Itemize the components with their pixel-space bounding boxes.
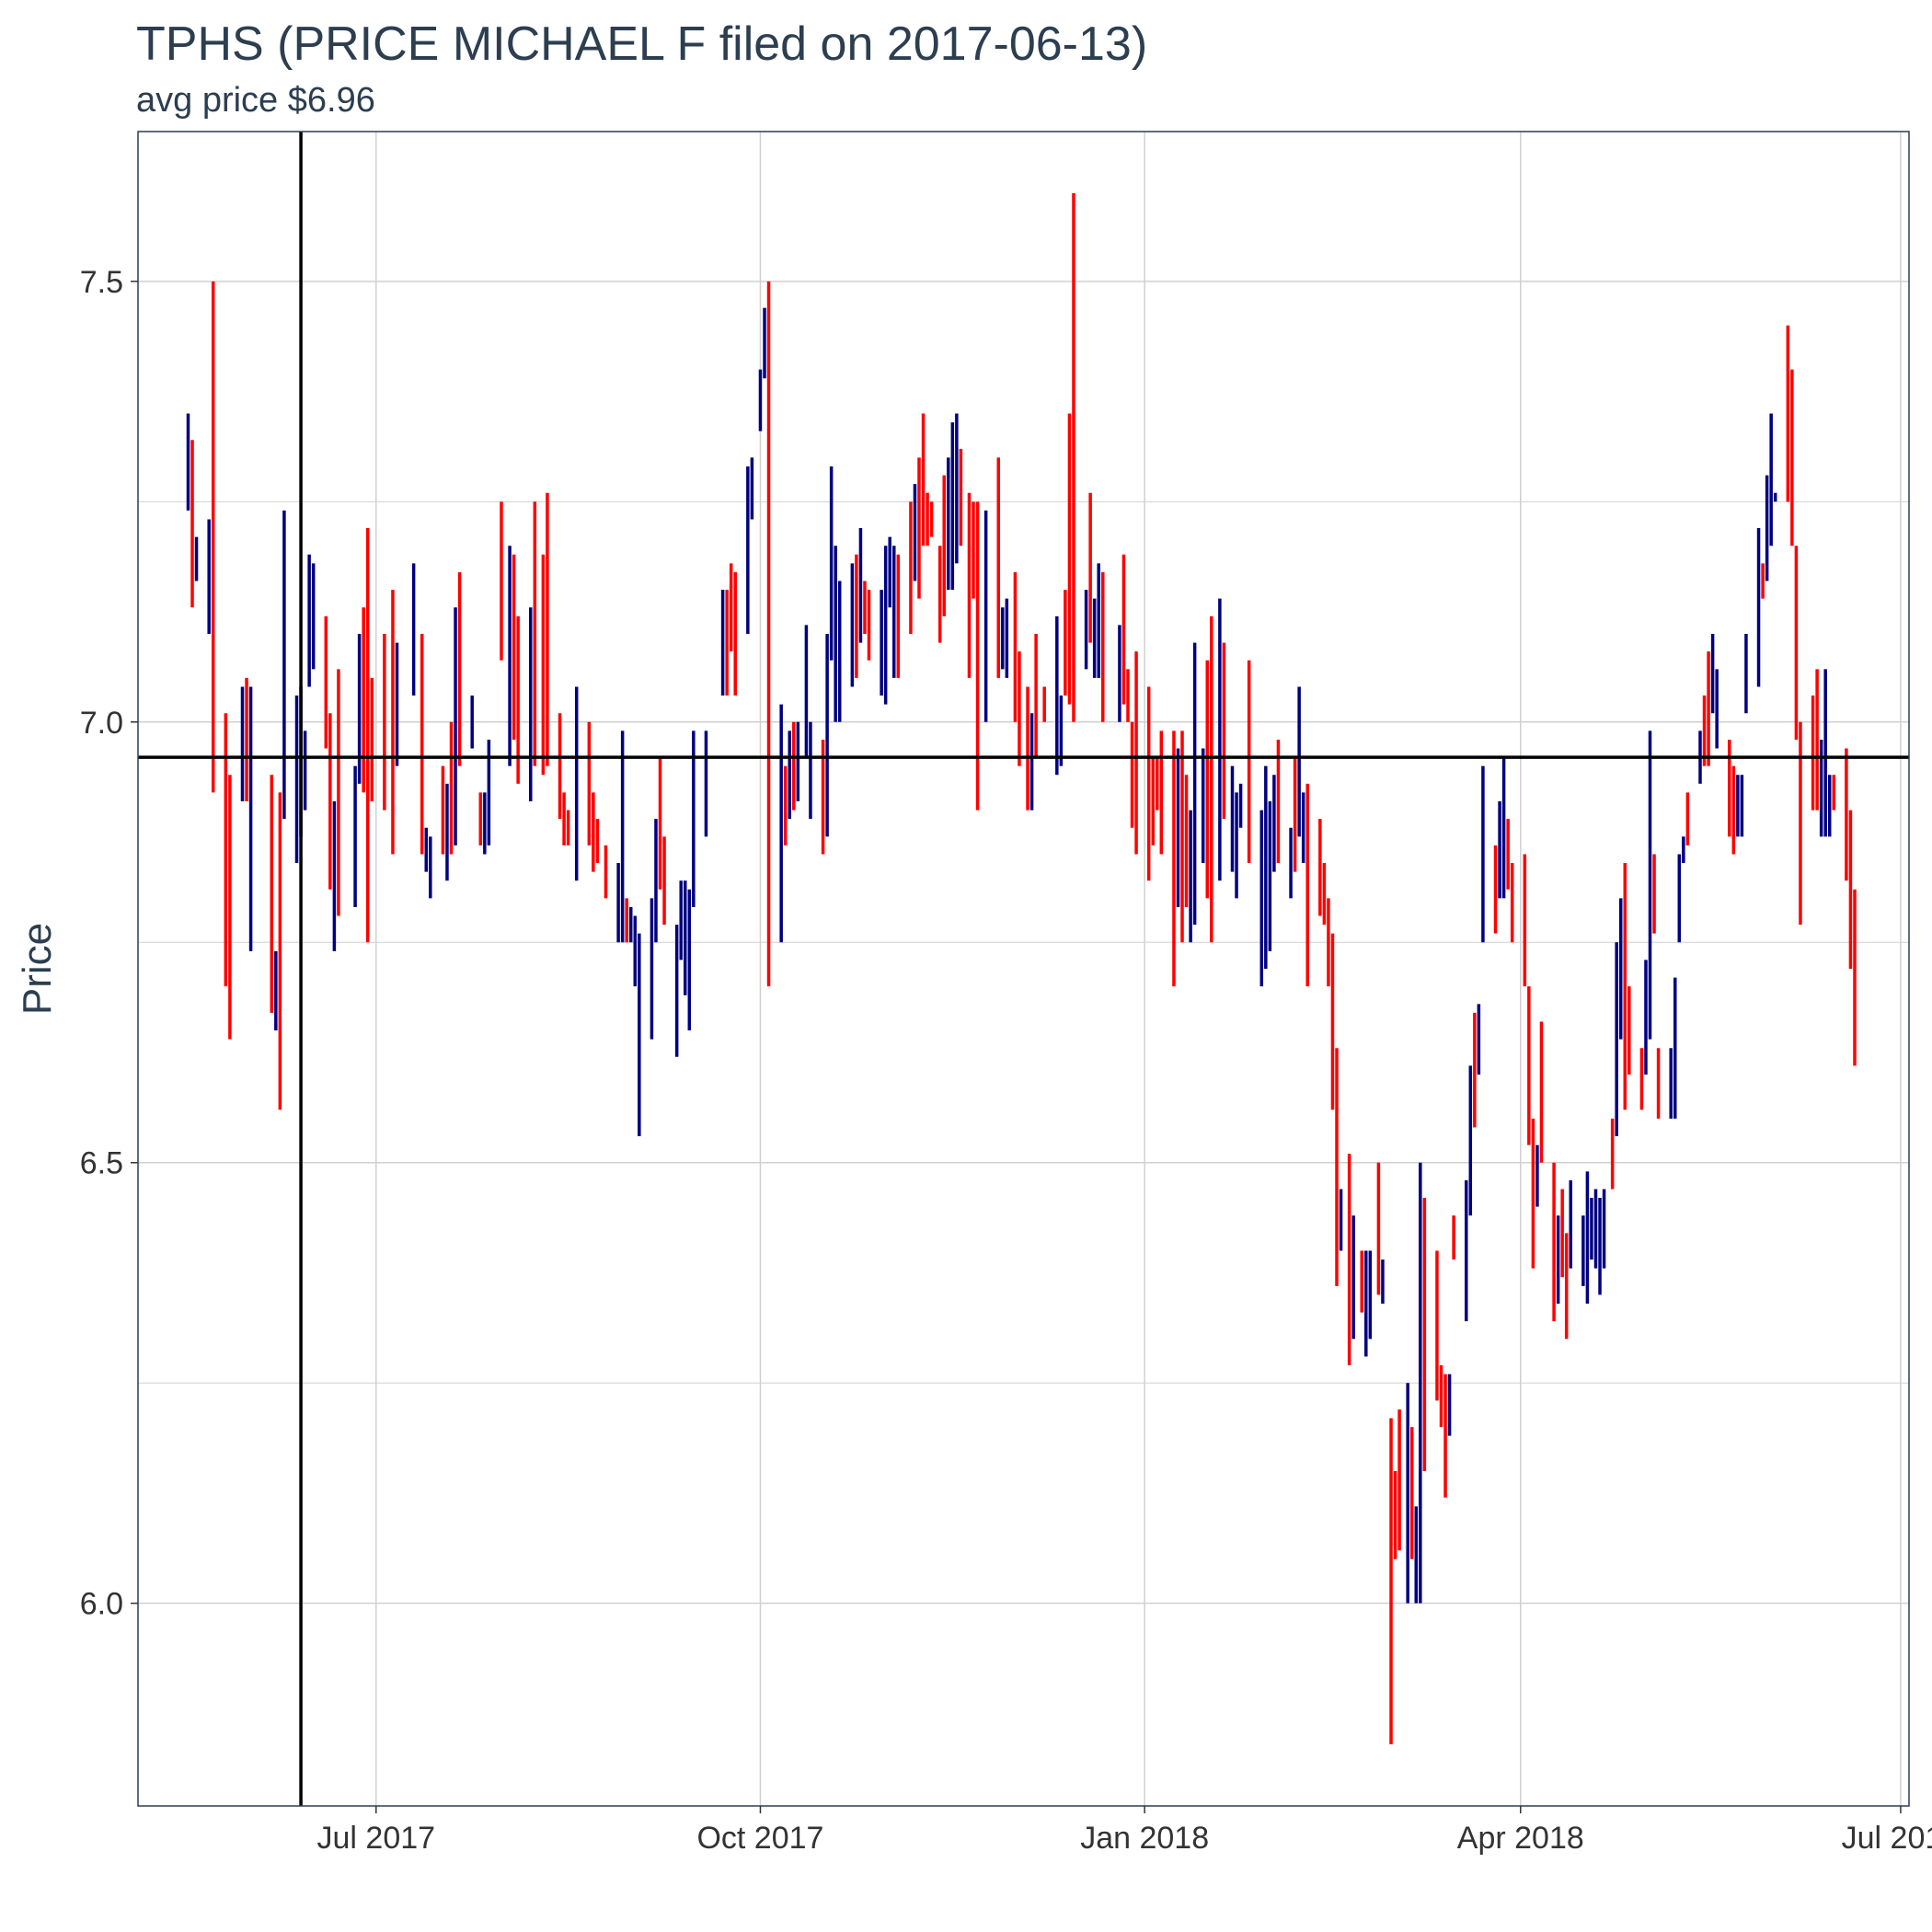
x-tick-label: Apr 2018: [1457, 1821, 1584, 1856]
ohlc-bars: [186, 193, 1857, 1744]
y-tick-label: 7.0: [80, 706, 123, 741]
grid-lines: [138, 132, 1909, 1806]
chart-title: TPHS (PRICE MICHAEL F filed on 2017-06-1…: [136, 17, 1148, 71]
y-tick-label: 6.0: [80, 1587, 123, 1622]
y-tick-label: 6.5: [80, 1146, 123, 1181]
y-tick-label: 7.5: [80, 265, 123, 300]
x-tick-label: Jul 2017: [317, 1821, 436, 1856]
axis-ticks: 6.0 6.5 7.0 7.5 Jul 2017 Oct 2017 Jan 2018 Apr …: [80, 265, 1932, 1856]
panel-border: [137, 131, 1910, 1807]
reference-lines: [138, 132, 1909, 1806]
x-tick-label: Jan 2018: [1080, 1821, 1209, 1856]
chart-subtitle: avg price $6.96: [136, 81, 375, 120]
x-tick-label: Jul 2018: [1842, 1821, 1932, 1856]
x-tick-label: Oct 2017: [696, 1821, 823, 1856]
y-axis-title: Price: [15, 923, 60, 1015]
